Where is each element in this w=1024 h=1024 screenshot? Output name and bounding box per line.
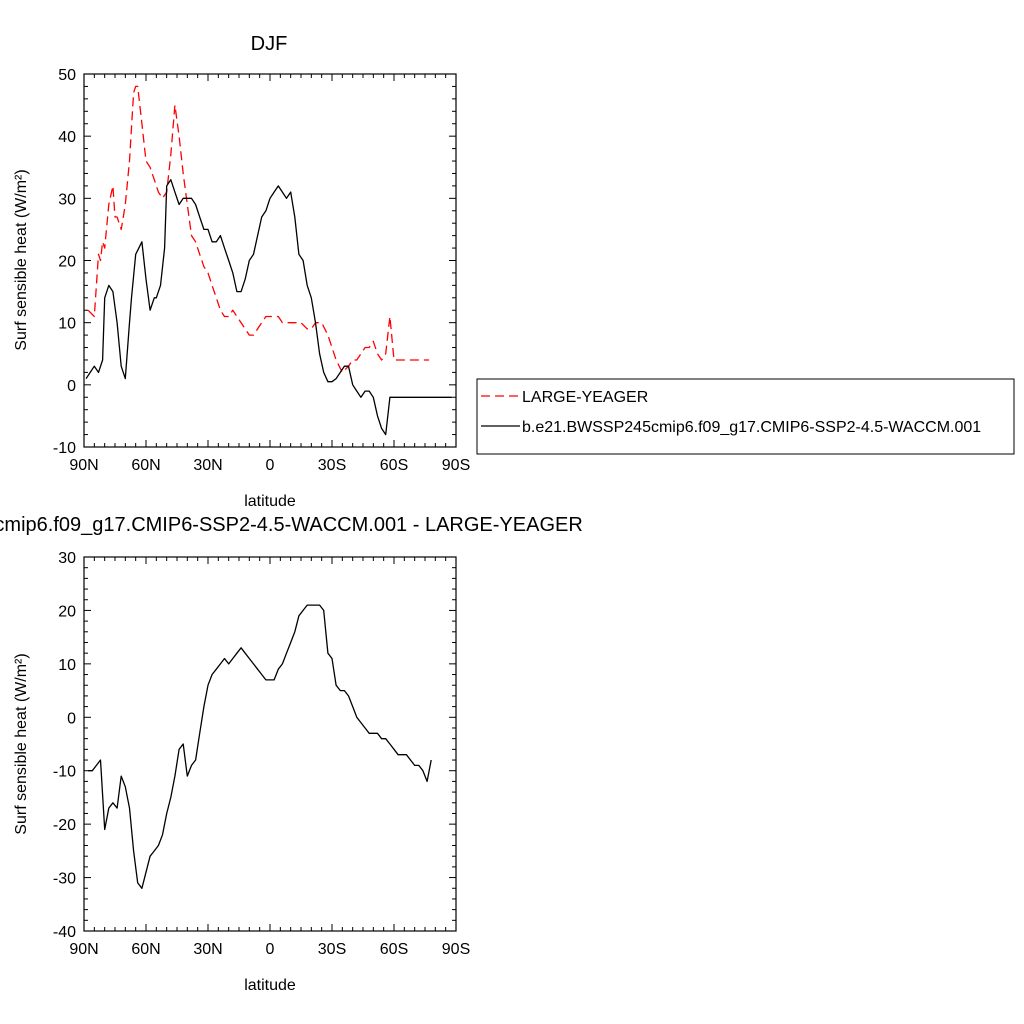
bottom-chart: b.e21.BWSSP245cmip6.f09_g17.CMIP6-SSP2-4… <box>0 514 583 994</box>
bottom-y-axis-title: Surf sensible heat (W/m²) <box>13 653 30 834</box>
bottom-x-tick-label: 30N <box>193 941 222 958</box>
top-y-tick-label: 20 <box>58 254 76 271</box>
top-series-group <box>85 85 452 436</box>
bottom-y-tick-label: 0 <box>67 710 76 727</box>
top-series-line-1 <box>85 179 452 436</box>
top-y-axis-title: Surf sensible heat (W/m²) <box>13 169 30 350</box>
top-axis-ticks: 90N 60N 30N 0 30S 60S 90S -10 0 10 20 30 40 50 <box>53 67 470 474</box>
bottom-chart-title: b.e21.BWSSP245cmip6.f09_g17.CMIP6-SSP2-4… <box>0 514 583 536</box>
bottom-y-tick-label: -40 <box>53 924 76 941</box>
bottom-x-tick-label: 60N <box>131 941 160 958</box>
top-x-tick-label: 60S <box>380 457 408 474</box>
top-y-tick-label: 40 <box>58 129 76 146</box>
bottom-y-tick-label: 10 <box>58 657 76 674</box>
bottom-series-group <box>88 604 432 889</box>
bottom-y-tick-label: 30 <box>58 550 76 567</box>
top-x-tick-label: 0 <box>266 457 275 474</box>
legend-label-large-yeager: LARGE-YEAGER <box>522 389 648 406</box>
top-chart-title: DJF <box>251 33 288 55</box>
bottom-x-tick-label: 90S <box>442 941 470 958</box>
bottom-x-axis-title: latitude <box>244 977 296 994</box>
top-series-line-0 <box>87 85 430 374</box>
top-x-tick-label: 90N <box>69 457 98 474</box>
top-x-tick-label: 30S <box>318 457 346 474</box>
bottom-axis-ticks: 90N 60N 30N 0 30S 60S 90S -40 -30 -20 -10 0 10 20 30 <box>53 550 470 958</box>
bottom-x-tick-label: 0 <box>266 941 275 958</box>
bottom-y-tick-label: -10 <box>53 764 76 781</box>
top-chart: DJF 90N 60N 30N 0 30S 60S 90S -10 0 10 20 30 40 50 la… <box>13 33 470 510</box>
legend: LARGE-YEAGER b.e21.BWSSP245cmip6.f09_g17… <box>476 378 1015 455</box>
bottom-series-line-0 <box>88 604 432 889</box>
top-y-tick-label: 50 <box>58 67 76 84</box>
top-y-tick-label: 10 <box>58 316 76 333</box>
bottom-x-tick-label: 90N <box>69 941 98 958</box>
legend-label-waccm: b.e21.BWSSP245cmip6.f09_g17.CMIP6-SSP2-4… <box>522 419 981 436</box>
bottom-y-tick-label: -20 <box>53 817 76 834</box>
bottom-plot-frame <box>83 556 457 932</box>
top-x-tick-label: 90S <box>442 457 470 474</box>
top-x-tick-label: 60N <box>131 457 160 474</box>
top-y-tick-label: -10 <box>53 440 76 457</box>
top-y-tick-label: 0 <box>67 378 76 395</box>
top-plot-frame <box>83 73 457 448</box>
bottom-x-tick-label: 60S <box>380 941 408 958</box>
top-x-axis-title: latitude <box>244 493 296 510</box>
legend-box <box>476 378 1015 455</box>
bottom-y-tick-label: 20 <box>58 603 76 620</box>
bottom-x-tick-label: 30S <box>318 941 346 958</box>
bottom-y-tick-label: -30 <box>53 871 76 888</box>
top-x-tick-label: 30N <box>193 457 222 474</box>
top-y-tick-label: 30 <box>58 191 76 208</box>
